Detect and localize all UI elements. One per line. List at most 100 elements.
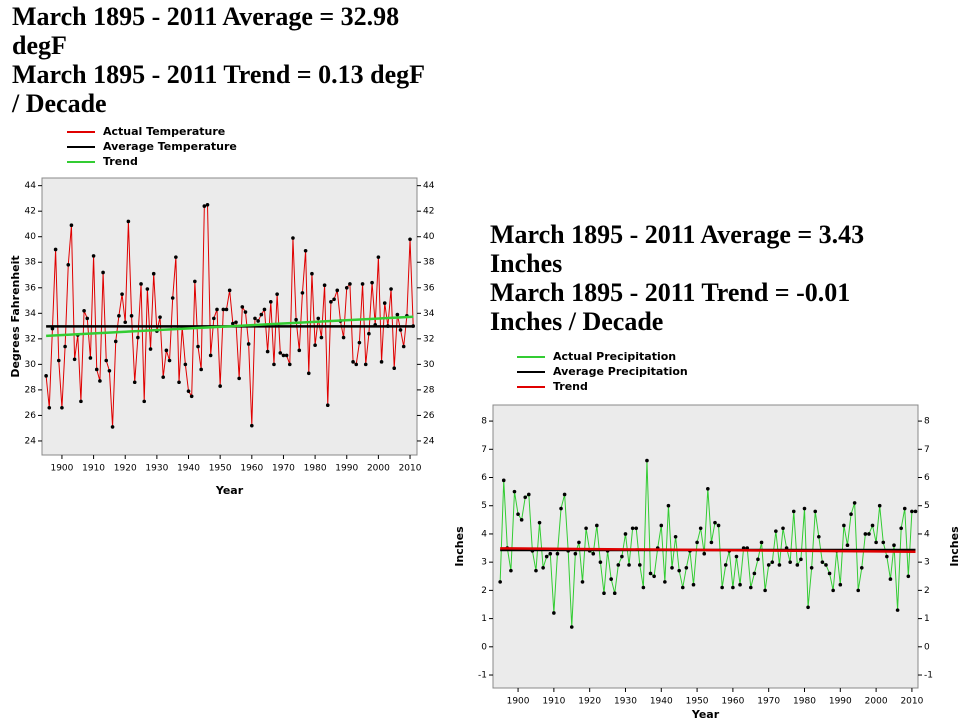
y-tick-label: 40 <box>25 232 37 242</box>
data-point <box>224 307 229 312</box>
x-tick-label: 2000 <box>367 464 390 474</box>
data-point <box>101 270 105 275</box>
data-point <box>129 314 134 318</box>
y-tick-label: -1 <box>478 671 487 681</box>
data-point <box>79 399 83 404</box>
data-point <box>584 526 588 531</box>
data-point <box>250 423 254 428</box>
data-point <box>691 582 696 587</box>
data-point <box>139 282 143 286</box>
data-point <box>310 271 314 276</box>
data-point <box>167 358 172 363</box>
data-point <box>827 571 832 576</box>
data-point <box>284 353 289 358</box>
data-point <box>666 503 671 508</box>
data-point <box>774 529 778 533</box>
data-point <box>215 307 219 312</box>
y2-tick-label: 7 <box>924 445 930 455</box>
data-point <box>609 577 613 581</box>
y2-tick-label: 26 <box>423 411 435 421</box>
data-point <box>329 300 333 304</box>
y2-tick-label: 24 <box>423 436 435 446</box>
x-tick-label: 1920 <box>578 697 601 707</box>
data-point <box>734 554 739 559</box>
data-point <box>519 518 524 522</box>
data-point <box>221 307 226 312</box>
plot-area <box>492 404 919 689</box>
x-tick-label: 2000 <box>865 697 888 707</box>
data-point <box>117 314 121 318</box>
data-point <box>899 526 903 531</box>
data-point <box>824 563 828 567</box>
data-point <box>748 585 753 590</box>
data-point <box>50 326 55 331</box>
data-point <box>104 358 109 363</box>
y2-tick-label: 4 <box>924 529 930 539</box>
data-point <box>170 296 175 300</box>
data-point <box>874 540 878 545</box>
data-point <box>186 389 191 393</box>
chart-title: Inches <box>490 249 562 278</box>
data-point <box>246 342 251 346</box>
chart-title: March 1895 - 2011 Average = 3.43 <box>490 220 864 249</box>
data-point <box>44 374 48 378</box>
data-point <box>234 320 238 325</box>
data-point <box>770 560 775 564</box>
data-point <box>910 509 914 514</box>
data-point <box>537 520 542 525</box>
x-tick-label: 1910 <box>82 464 105 474</box>
data-point <box>256 319 260 323</box>
data-point <box>262 307 267 312</box>
data-point <box>196 344 200 349</box>
data-point <box>906 574 911 579</box>
data-point <box>498 580 502 584</box>
y2-tick-label: 40 <box>423 232 435 242</box>
data-point <box>534 568 538 573</box>
data-point <box>53 247 58 252</box>
data-point <box>98 379 102 383</box>
y-tick-label: 28 <box>25 385 37 395</box>
data-point <box>648 571 653 576</box>
legend-label: Trend <box>553 380 588 393</box>
data-point <box>645 458 649 463</box>
data-point <box>66 263 71 267</box>
data-point <box>189 394 194 399</box>
data-point <box>199 367 203 372</box>
data-point <box>360 282 365 286</box>
x-tick-label: 1960 <box>240 464 263 474</box>
data-point <box>379 360 384 364</box>
y-tick-label: 32 <box>25 334 36 344</box>
x-tick-label: 2010 <box>399 464 422 474</box>
data-point <box>281 353 286 358</box>
data-point <box>401 344 406 349</box>
data-point <box>218 384 222 388</box>
data-point <box>881 540 886 545</box>
data-point <box>817 534 821 539</box>
x-tick-label: 1920 <box>114 464 137 474</box>
data-point <box>677 568 681 573</box>
data-point <box>120 292 124 296</box>
y-tick-label: 3 <box>481 558 487 568</box>
chart-title: Inches / Decade <box>490 307 663 336</box>
data-point <box>781 526 785 531</box>
data-point <box>148 347 153 351</box>
data-point <box>716 523 721 528</box>
data-point <box>351 360 355 364</box>
data-point <box>838 582 843 587</box>
data-point <box>123 320 128 325</box>
data-point <box>637 563 642 567</box>
data-point <box>325 403 330 408</box>
data-point <box>673 534 678 539</box>
x-tick-label: 1900 <box>507 697 530 707</box>
data-point <box>523 495 528 500</box>
data-point <box>813 509 818 514</box>
data-point <box>212 316 216 321</box>
legend-label: Average Precipitation <box>553 365 688 378</box>
data-point <box>142 399 147 404</box>
data-point <box>612 591 617 595</box>
y2-tick-label: 30 <box>423 360 435 370</box>
data-point <box>885 554 889 559</box>
data-point <box>313 343 317 348</box>
x-tick-label: 1990 <box>829 697 852 707</box>
